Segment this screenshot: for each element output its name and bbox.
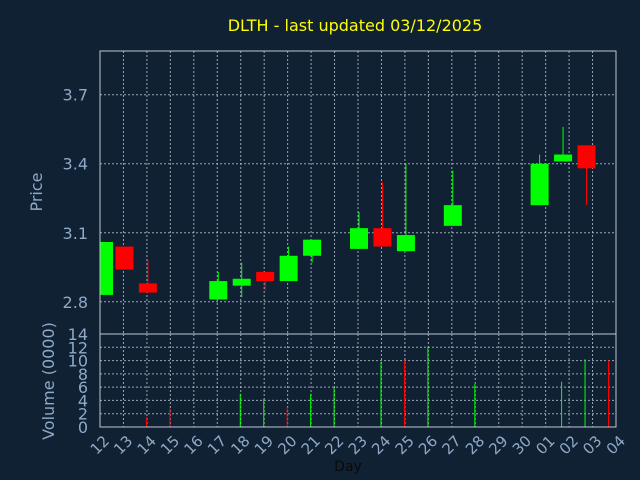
x-tick-label: 14 [134, 432, 160, 458]
x-axis-label: Day [334, 459, 362, 475]
volume-tick-label: 0 [78, 418, 88, 437]
x-tick-label: 21 [298, 432, 324, 458]
volume-bars [145, 346, 610, 427]
x-tick-label: 28 [462, 432, 488, 458]
x-tick-labels: 1213141516171819202122232425262728293001… [87, 432, 629, 458]
x-tick-label: 24 [368, 432, 394, 458]
x-tick-label: 04 [603, 432, 629, 458]
candle-body [138, 283, 157, 293]
volume-tick-label: 10 [68, 352, 88, 371]
volume-axis-label: Volume (0000) [39, 322, 58, 440]
volume-tick-label: 6 [78, 378, 88, 397]
x-tick-label: 17 [204, 432, 230, 458]
candle-body [396, 235, 415, 252]
x-tick-label: 22 [321, 432, 347, 458]
candle-body [577, 145, 596, 169]
price-tick-label: 3.1 [63, 224, 88, 243]
x-tick-label: 18 [227, 432, 253, 458]
x-tick-label: 01 [532, 432, 558, 458]
price-candles [100, 126, 596, 300]
x-tick-label: 25 [392, 432, 418, 458]
x-tick-label: 15 [157, 432, 183, 458]
candle-body [554, 154, 573, 162]
x-tick-label: 30 [509, 432, 535, 458]
candle-body [100, 241, 113, 295]
x-tick-label: 29 [485, 432, 511, 458]
candle-body [303, 239, 322, 256]
candle-body [279, 255, 298, 282]
x-tick-label: 27 [438, 432, 464, 458]
x-tick-label: 26 [415, 432, 441, 458]
x-tick-label: 20 [274, 432, 300, 458]
candle-body [209, 281, 228, 300]
volume-tick-label: 4 [78, 391, 88, 410]
x-tick-label: 23 [345, 432, 371, 458]
x-tick-label: 13 [110, 432, 136, 458]
candle-body [530, 163, 549, 206]
x-tick-label: 02 [556, 432, 582, 458]
x-tick-label: 12 [87, 432, 113, 458]
volume-tick-label: 14 [68, 325, 88, 344]
volume-tick-label: 8 [78, 365, 88, 384]
x-tick-label: 16 [180, 432, 206, 458]
candle-body [350, 228, 368, 249]
candle-body [232, 278, 251, 286]
x-tick-label: 19 [251, 432, 277, 458]
plot-frames [99, 50, 617, 428]
candle-body [373, 228, 392, 247]
volume-tick-label: 12 [68, 338, 88, 357]
candle-body [443, 205, 462, 226]
candle-body [115, 246, 134, 270]
price-tick-label: 2.8 [63, 293, 88, 312]
volume-tick-label: 2 [78, 405, 88, 424]
x-tick-label: 03 [579, 432, 605, 458]
price-tick-label: 3.7 [63, 86, 88, 105]
price-tick-label: 3.4 [63, 155, 88, 174]
price-axis-label: Price [27, 172, 46, 211]
candle-body [256, 271, 275, 282]
volume-frame [99, 333, 617, 428]
chart-title: DLTH - last updated 03/12/2025 [228, 16, 483, 35]
